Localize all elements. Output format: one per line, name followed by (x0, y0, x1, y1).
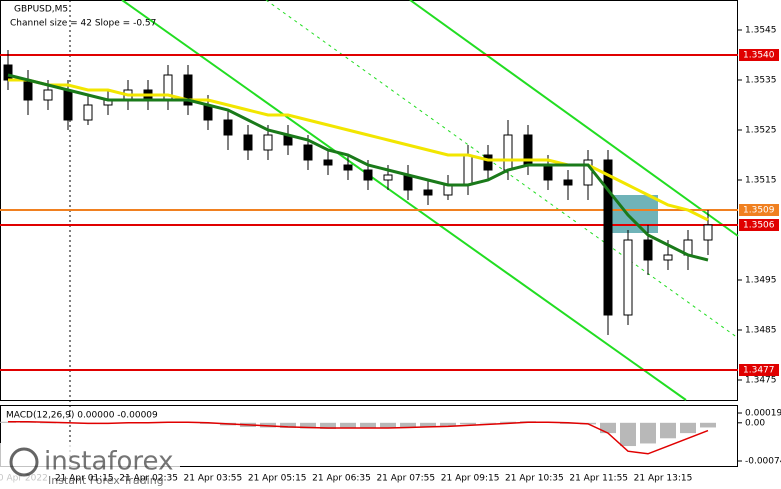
x-tick-label: 21 Apr 06:35 (312, 474, 371, 484)
y-tick-label: 1.3495 (745, 276, 777, 286)
candle-body (223, 119, 233, 136)
candle-body (503, 134, 513, 171)
y-tick-label: 1.3475 (745, 376, 777, 386)
macd-signal (8, 421, 709, 455)
candle-body (623, 239, 633, 316)
channel-middle (265, 0, 739, 339)
ma-fast (7, 73, 709, 262)
macd-bar (640, 422, 656, 444)
candle-body (483, 154, 493, 171)
y-tick-label: 1.3485 (745, 326, 777, 336)
ma-slow (8, 78, 709, 222)
x-tick-label: 21 Apr 01:15 (55, 474, 114, 484)
level-label-bg (739, 204, 779, 216)
candle-body (303, 144, 313, 161)
level-label: 1.3477 (743, 366, 775, 376)
level-label: 1.3540 (743, 51, 775, 61)
candle-body (463, 154, 473, 186)
candle-body (703, 224, 713, 241)
macd-title: MACD(12,26,9) 0.00000 -0.00009 (6, 411, 158, 421)
x-tick-label: 21 Apr 09:15 (441, 474, 500, 484)
candle-body (563, 179, 573, 186)
x-tick-label: 21 Apr 02:35 (119, 474, 178, 484)
macd-bar (660, 422, 676, 439)
watermark: instaforex Instant Forex Trading (0, 443, 180, 489)
macd-bar (440, 422, 456, 426)
candle-body (383, 174, 393, 181)
candle-body (23, 79, 33, 101)
candle-body (83, 104, 93, 121)
macd-bar (360, 422, 376, 428)
macd-bar (500, 421, 516, 423)
macd-bar (40, 422, 56, 424)
x-tick-label: 21 Apr 03:55 (184, 474, 243, 484)
chart-title: GBPUSD,M5 (14, 5, 68, 15)
channel-upper (409, 0, 739, 237)
macd-bar (300, 422, 316, 429)
macd-bar (20, 422, 36, 423)
macd-bar (620, 422, 636, 447)
candle-body (63, 89, 73, 121)
x-tick-label: 21 Apr 05:15 (248, 474, 307, 484)
candle-body (183, 74, 193, 106)
candle-body (3, 64, 13, 81)
candle-body (603, 159, 613, 316)
channel-lower (121, 0, 687, 401)
macd-bar (600, 422, 616, 434)
macd-bar (380, 422, 396, 428)
macd-bar (320, 422, 336, 429)
candle-body (663, 254, 673, 261)
watermark-tagline: Instant Forex Trading (48, 474, 164, 487)
macd-bar (280, 422, 296, 428)
macd-bar (260, 422, 276, 428)
level-label-bg (739, 219, 779, 231)
macd-bar (680, 422, 696, 434)
macd-bar (400, 422, 416, 428)
level-label: 1.3506 (743, 221, 775, 231)
y-tick-label: 1.3535 (745, 76, 777, 86)
y-tick-label: 1.3515 (745, 176, 777, 186)
candle-body (343, 164, 353, 171)
watermark-logo (9, 447, 39, 477)
main-frame (0, 0, 738, 401)
candle-body (323, 159, 333, 166)
candle-body (643, 239, 653, 261)
candle-body (363, 169, 373, 181)
y-tick-label: 1.3545 (745, 26, 777, 36)
macd-tick-label: 0.00 (745, 418, 765, 428)
x-tick-label: 21 Apr 07:55 (376, 474, 435, 484)
candle-body (203, 104, 213, 121)
watermark-brand: instaforex (44, 447, 173, 477)
candle-body (423, 189, 433, 196)
x-tick-label: 21 Apr 10:35 (505, 474, 564, 484)
macd-bar (480, 422, 496, 424)
level-label: 1.3509 (743, 206, 775, 216)
macd-bar (340, 422, 356, 429)
macd-tick-label: -0.00074 (745, 457, 781, 467)
x-tick-label: 21 Apr 11:55 (569, 474, 628, 484)
macd-bar (700, 422, 716, 428)
macd-bar (460, 422, 476, 425)
candle-body (403, 174, 413, 191)
level-label-bg (739, 49, 779, 61)
candle-body (543, 164, 553, 181)
macd-bar (420, 422, 436, 427)
y-tick-label: 1.3525 (745, 126, 777, 136)
candle-body (243, 134, 253, 151)
candle-body (263, 134, 273, 151)
macd-frame (0, 405, 738, 467)
chart-subtitle: Channel size = 42 Slope = -0.57 (10, 19, 156, 29)
x-tick-label: 21 Apr 13:15 (634, 474, 693, 484)
macd-tick-label: 0.00019 (745, 409, 781, 419)
level-label-bg (739, 364, 779, 376)
candle-body (583, 159, 593, 186)
candle-body (43, 89, 53, 101)
